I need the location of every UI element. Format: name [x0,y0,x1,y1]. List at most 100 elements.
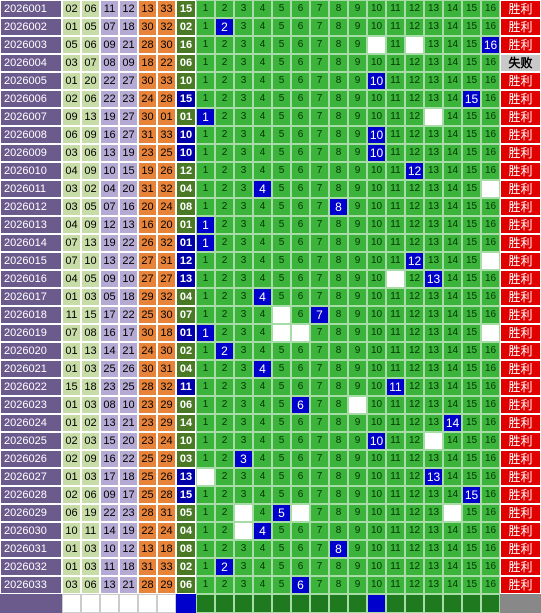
pick-number: 15 [81,306,100,324]
grid-cell: 14 [443,162,462,180]
grid-cell: 14 [443,270,462,288]
grid-cell: 1 [196,252,215,270]
grid-cell: 13 [424,234,443,252]
pick-number: 30 [138,324,157,342]
grid-cell: 13 [424,468,443,486]
grid-cell: 12 [405,306,424,324]
grid-cell: 15 [462,234,481,252]
grid-cell: 15 [462,36,481,54]
grid-cell: 8 [329,414,348,432]
pick-number: 22 [119,450,138,468]
pick-number: 28 [138,36,157,54]
grid-cell: 2 [215,432,234,450]
grid-cell: 7 [310,432,329,450]
grid-cell: 13 [424,288,443,306]
grid-cell: 9 [348,144,367,162]
pick-number: 03 [62,144,81,162]
pick-number: 12 [119,540,138,558]
issue-number: 2026014 [0,234,62,252]
pick-number: 16 [100,324,119,342]
grid-cell: 12 [405,216,424,234]
pick-number: 01 [157,108,176,126]
grid-cell: 4 [253,72,272,90]
result-badge: 胜利 [500,180,541,198]
grid-cell: 1 [196,558,215,576]
grid-cell: 1 [196,396,215,414]
grid-cell: 14 [443,216,462,234]
grid-cell: 16 [481,18,500,36]
pick-number: 06 [81,90,100,108]
result-badge: 胜利 [500,540,541,558]
pick-number: 02 [81,414,100,432]
grid-cell: 16 [481,162,500,180]
pick-number: 19 [100,234,119,252]
grid-cell: 10 [367,90,386,108]
grid-cell: 8 [329,234,348,252]
grid-cell: 13 [424,108,443,126]
grid-cell: 6 [291,378,310,396]
pick-number: 25 [138,306,157,324]
grid-cell: 1 [196,54,215,72]
result-badge: 胜利 [500,414,541,432]
grid-cell: 7 [310,18,329,36]
grid-cell: 6 [291,36,310,54]
issue-number: 2026031 [0,540,62,558]
grid-cell: 1 [196,468,215,486]
grid-cell: 3 [234,108,253,126]
pick-number: 04 [100,180,119,198]
grid-cell: 2 [215,252,234,270]
grid-cell: 7 [310,126,329,144]
grid-cell: 13 [424,216,443,234]
grid-cell: 8 [329,450,348,468]
grid-cell: 4 [253,306,272,324]
grid-cell: 15 [462,270,481,288]
grid-cell: 8 [329,306,348,324]
grid-cell: 2 [215,396,234,414]
pick-number: 07 [100,18,119,36]
grid-cell: 16 [481,324,500,342]
pick-number: 25 [157,144,176,162]
grid-cell: 9 [348,468,367,486]
grid-cell: 5 [272,234,291,252]
grid-cell: 7 [310,540,329,558]
grid-cell: 13 [424,306,443,324]
pick-number: 27 [119,72,138,90]
target-number: 10 [176,144,196,162]
grid-cell: 2 [215,36,234,54]
grid-cell: 1 [196,324,215,342]
grid-cell: 14 [443,324,462,342]
result-badge: 胜利 [500,234,541,252]
grid-cell: 16 [481,558,500,576]
grid-cell: 14 [443,558,462,576]
grid-cell: 10 [367,450,386,468]
pick-number: 04 [62,270,81,288]
grid-cell: 9 [348,450,367,468]
grid-cell: 11 [386,504,405,522]
target-number: 02 [176,342,196,360]
grid-cell: 13 [424,162,443,180]
pick-number: 09 [62,108,81,126]
grid-cell: 16 [481,180,500,198]
pick-number: 30 [138,72,157,90]
pick-number: 17 [100,468,119,486]
result-badge: 胜利 [500,270,541,288]
target-number: 15 [176,486,196,504]
grid-cell: 16 [481,36,500,54]
pick-number: 01 [62,540,81,558]
target-number: 10 [176,72,196,90]
grid-cell: 2 [215,216,234,234]
grid-cell: 12 [405,72,424,90]
grid-cell: 13 [424,324,443,342]
pick-number: 03 [81,432,100,450]
grid-cell: 7 [310,324,329,342]
issue-number: 2026007 [0,108,62,126]
grid-cell: 2 [215,504,234,522]
pick-number: 32 [157,180,176,198]
grid-cell: 2 [215,54,234,72]
grid-cell: 6 [291,216,310,234]
grid-cell: 4 [253,360,272,378]
issue-number: 2026018 [0,306,62,324]
pick-number: 28 [138,378,157,396]
grid-cell: 15 [462,522,481,540]
pick-number: 06 [81,144,100,162]
